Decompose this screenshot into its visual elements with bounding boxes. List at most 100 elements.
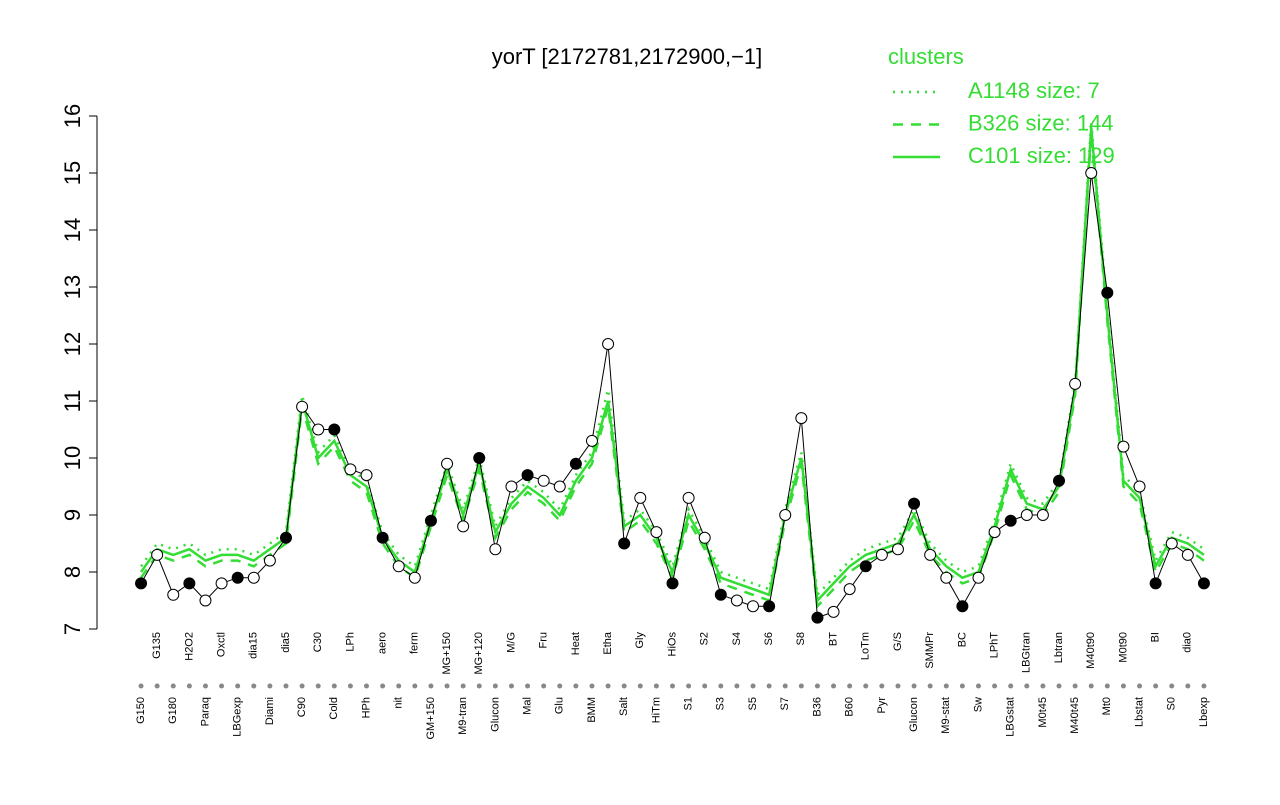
x-tick-label: dia0 bbox=[1182, 632, 1194, 653]
x-marker bbox=[573, 683, 579, 689]
x-tick-label: GM+150 bbox=[425, 697, 437, 740]
x-tick-label: MG+120 bbox=[473, 632, 485, 675]
point bbox=[1197, 577, 1210, 590]
x-marker bbox=[975, 683, 981, 689]
y-tick-label: 9 bbox=[60, 509, 85, 521]
x-marker bbox=[154, 683, 160, 689]
x-marker bbox=[412, 683, 418, 689]
x-tick-label: Fru bbox=[538, 632, 550, 649]
x-tick-label: HPh bbox=[360, 697, 372, 718]
x-marker bbox=[299, 683, 305, 689]
point bbox=[247, 571, 260, 584]
point bbox=[1036, 509, 1049, 521]
x-marker bbox=[653, 683, 659, 689]
x-marker bbox=[1072, 683, 1078, 689]
x-marker bbox=[605, 683, 611, 689]
point bbox=[537, 474, 550, 487]
legend-label: A1148 size: 7 bbox=[968, 78, 1100, 103]
x-marker bbox=[476, 683, 482, 689]
x-tick-label: G180 bbox=[167, 697, 179, 724]
x-tick-label: Paraq bbox=[199, 697, 211, 726]
x-tick-label: Sw bbox=[972, 697, 984, 712]
x-tick-label: S4 bbox=[731, 632, 743, 645]
x-tick-label: aero bbox=[377, 632, 389, 654]
x-marker bbox=[541, 683, 547, 689]
point bbox=[1149, 577, 1162, 590]
point bbox=[167, 588, 180, 601]
x-tick-label: S7 bbox=[779, 697, 791, 710]
y-tick-label: 16 bbox=[60, 104, 85, 128]
point bbox=[795, 412, 808, 425]
cluster-line bbox=[140, 132, 1205, 610]
x-tick-label: BT bbox=[827, 632, 839, 646]
x-tick-label: G150 bbox=[135, 697, 147, 724]
point bbox=[1181, 548, 1194, 561]
y-tick-label: 12 bbox=[60, 332, 85, 356]
point bbox=[779, 509, 792, 521]
point bbox=[135, 577, 148, 590]
x-tick-label: ferm bbox=[409, 632, 421, 654]
x-tick-label: S2 bbox=[699, 632, 711, 645]
point bbox=[972, 571, 985, 584]
legend-label: C101 size: 129 bbox=[968, 143, 1115, 168]
x-marker bbox=[1088, 683, 1094, 689]
x-tick-label: Glucon bbox=[489, 697, 501, 732]
point bbox=[650, 526, 663, 539]
x-tick-label: Lbexp bbox=[1198, 697, 1210, 727]
x-marker bbox=[718, 683, 724, 689]
x-tick-label: Lbtran bbox=[1053, 632, 1065, 663]
x-marker bbox=[734, 683, 740, 689]
x-tick-label: Gly bbox=[634, 632, 646, 649]
legend-title: clusters bbox=[888, 44, 964, 69]
point bbox=[457, 520, 470, 533]
x-tick-label: Oxctl bbox=[215, 632, 227, 657]
x-tick-label: Pyr bbox=[876, 697, 888, 714]
x-tick-label: BI bbox=[1150, 632, 1162, 642]
legend-label: B326 size: 144 bbox=[968, 110, 1114, 135]
point bbox=[1101, 286, 1114, 299]
point bbox=[424, 514, 437, 527]
point bbox=[843, 583, 856, 596]
x-marker bbox=[1137, 683, 1143, 689]
x-marker bbox=[879, 683, 885, 689]
x-tick-label: M9-stat bbox=[940, 697, 952, 734]
x-tick-label: M/G bbox=[505, 632, 517, 653]
x-marker bbox=[621, 683, 627, 689]
x-marker bbox=[911, 683, 917, 689]
x-tick-label: M40t90 bbox=[1085, 632, 1097, 669]
x-marker bbox=[766, 683, 772, 689]
point bbox=[908, 497, 921, 510]
x-marker bbox=[170, 683, 176, 689]
x-tick-label: LBGtran bbox=[1021, 632, 1033, 673]
x-marker bbox=[460, 683, 466, 689]
point bbox=[1020, 509, 1033, 521]
y-tick-label: 10 bbox=[60, 446, 85, 470]
point bbox=[682, 491, 695, 504]
point bbox=[891, 543, 904, 556]
point bbox=[1004, 514, 1017, 527]
y-tick-label: 8 bbox=[60, 566, 85, 578]
point bbox=[666, 577, 679, 590]
y-tick-label: 7 bbox=[60, 623, 85, 635]
point bbox=[199, 594, 212, 607]
point bbox=[1053, 474, 1066, 487]
x-tick-label: M0t45 bbox=[1037, 697, 1049, 728]
x-tick-label: M0t90 bbox=[1117, 632, 1129, 663]
point bbox=[811, 611, 824, 624]
x-marker bbox=[992, 683, 998, 689]
x-tick-label: S8 bbox=[795, 632, 807, 645]
point bbox=[1133, 480, 1146, 493]
x-tick-label: Cold bbox=[328, 697, 340, 720]
x-tick-label: S3 bbox=[715, 697, 727, 710]
point bbox=[328, 423, 341, 436]
x-tick-label: LBGexp bbox=[232, 697, 244, 737]
point bbox=[215, 577, 228, 590]
x-marker bbox=[1153, 683, 1159, 689]
x-marker bbox=[202, 683, 208, 689]
x-marker bbox=[492, 683, 498, 689]
x-tick-label: BC bbox=[956, 632, 968, 647]
x-tick-label: S0 bbox=[1166, 697, 1178, 710]
point bbox=[827, 605, 840, 618]
x-tick-label: Glucon bbox=[908, 697, 920, 732]
